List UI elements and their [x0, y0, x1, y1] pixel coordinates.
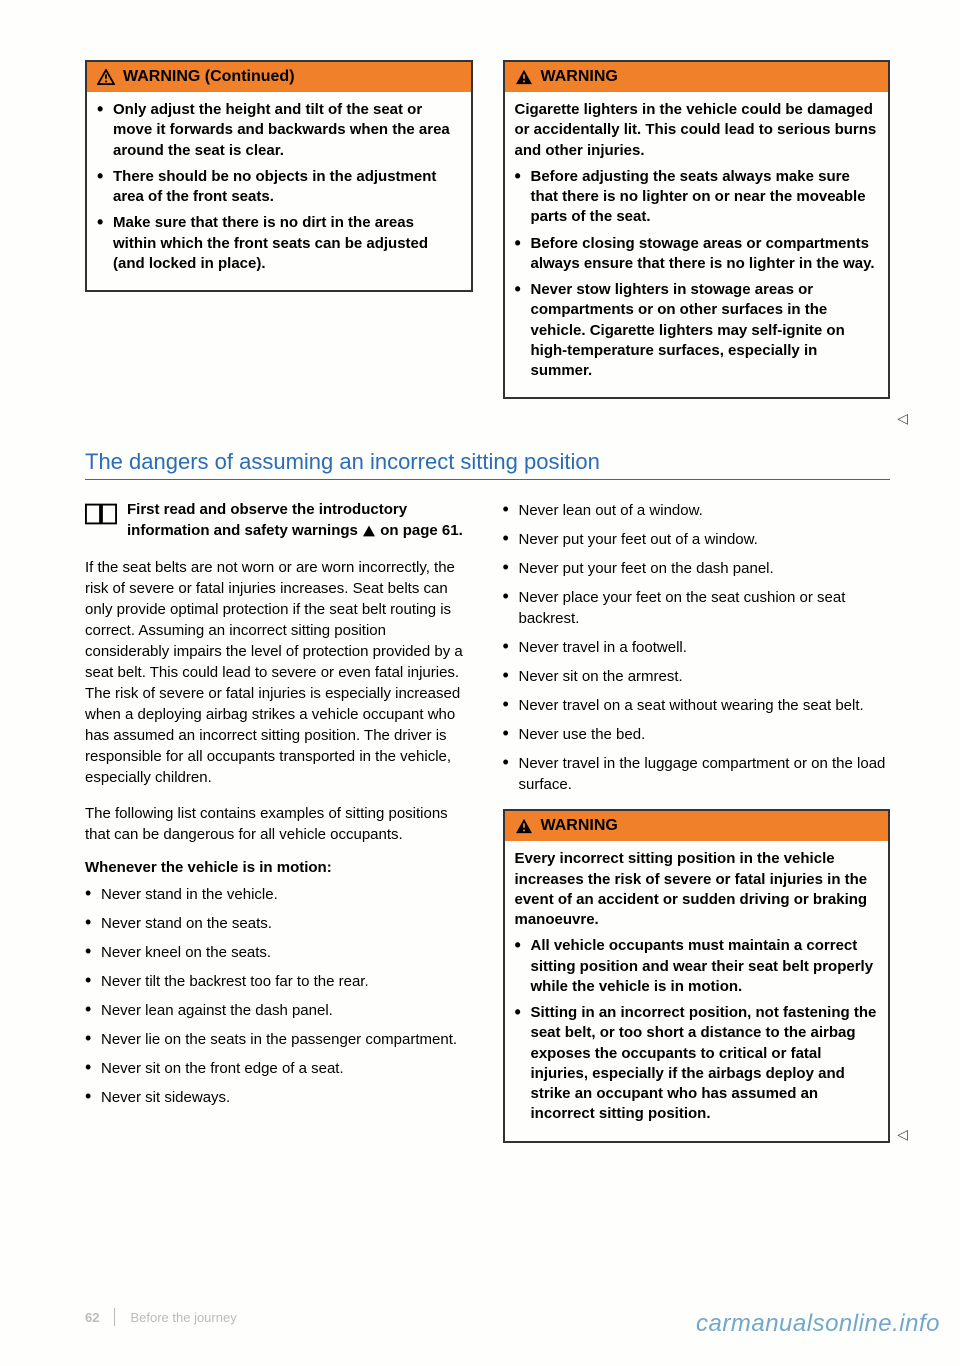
bullet-list-left: Never stand in the vehicle. Never stand …	[85, 884, 473, 1108]
continuation-marker-icon: ◁	[897, 1126, 908, 1143]
list-item: Never sit on the front edge of a seat.	[85, 1058, 473, 1079]
list-item: Never travel on a seat without wearing t…	[503, 695, 891, 716]
list-item: Never stand on the seats.	[85, 913, 473, 934]
warning-triangle-icon	[515, 69, 533, 85]
section-title: The dangers of assuming an incorrect sit…	[85, 449, 890, 480]
list-item: Never put your feet out of a window.	[503, 529, 891, 550]
warning-box-continued: WARNING (Continued) Only adjust the heig…	[85, 60, 473, 292]
warning-intro-text: Cigarette lighters in the vehicle could …	[515, 100, 879, 161]
continuation-marker-icon: ◁	[897, 410, 908, 427]
page-footer: 62 Before the journey	[85, 1308, 237, 1326]
list-item: Never sit on the armrest.	[503, 666, 891, 687]
body-paragraph: If the seat belts are not worn or are wo…	[85, 557, 473, 788]
book-icon	[85, 502, 117, 526]
warning-item: Sitting in an incorrect position, not fa…	[515, 1003, 879, 1125]
body-paragraph: The following list contains examples of …	[85, 803, 473, 845]
list-item: Never place your feet on the seat cushio…	[503, 587, 891, 629]
page-number: 62	[85, 1310, 99, 1325]
warning-header: WARNING (Continued)	[87, 62, 471, 92]
intro-block: First read and observe the introductory …	[85, 500, 473, 541]
warning-item: Before adjusting the seats always make s…	[515, 167, 879, 228]
warning-header: WARNING	[505, 811, 889, 841]
subheading: Whenever the vehicle is in motion:	[85, 859, 473, 876]
footer-section-title: Before the journey	[130, 1310, 236, 1325]
warning-item: Only adjust the height and tilt of the s…	[97, 100, 461, 161]
warning-item: Before closing stowage areas or compartm…	[515, 234, 879, 275]
list-item: Never kneel on the seats.	[85, 942, 473, 963]
list-item: Never lie on the seats in the passenger …	[85, 1029, 473, 1050]
intro-text: on page 61.	[376, 522, 463, 539]
list-item: Never travel in a footwell.	[503, 637, 891, 658]
warning-item: There should be no objects in the adjust…	[97, 167, 461, 208]
list-item: Never put your feet on the dash panel.	[503, 558, 891, 579]
warning-triangle-icon	[362, 525, 376, 537]
list-item: Never stand in the vehicle.	[85, 884, 473, 905]
warning-item: Never stow lighters in stowage areas or …	[515, 280, 879, 381]
warning-box-lighter: WARNING Cigarette lighters in the vehicl…	[503, 60, 891, 399]
list-item: Never tilt the backrest too far to the r…	[85, 971, 473, 992]
warning-header-text: WARNING	[541, 817, 618, 835]
warning-triangle-icon	[515, 818, 533, 834]
list-item: Never sit sideways.	[85, 1087, 473, 1108]
warning-header: WARNING	[505, 62, 889, 92]
warning-header-text: WARNING (Continued)	[123, 68, 295, 86]
list-item: Never lean against the dash panel.	[85, 1000, 473, 1021]
list-item: Never travel in the luggage compartment …	[503, 753, 891, 795]
warning-body: Cigarette lighters in the vehicle could …	[505, 92, 889, 397]
warning-item: Make sure that there is no dirt in the a…	[97, 213, 461, 274]
warning-body: Every incorrect sitting position in the …	[505, 841, 889, 1140]
footer-divider	[114, 1308, 115, 1326]
warning-header-text: WARNING	[541, 68, 618, 86]
list-item: Never use the bed.	[503, 724, 891, 745]
bullet-list-right: Never lean out of a window. Never put yo…	[503, 500, 891, 795]
watermark-text: carmanualsonline.info	[696, 1310, 940, 1338]
warning-triangle-icon	[97, 69, 115, 85]
warning-body: Only adjust the height and tilt of the s…	[87, 92, 471, 290]
warning-box-position: WARNING Every incorrect sitting position…	[503, 809, 891, 1142]
warning-item: All vehicle occupants must maintain a co…	[515, 936, 879, 997]
warning-intro-text: Every incorrect sitting position in the …	[515, 849, 879, 930]
list-item: Never lean out of a window.	[503, 500, 891, 521]
